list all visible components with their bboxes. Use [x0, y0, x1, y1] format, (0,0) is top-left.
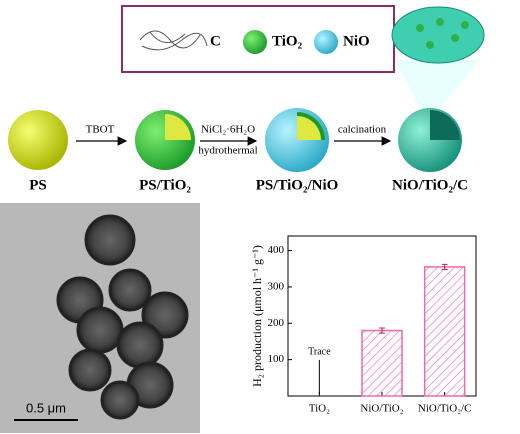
y-axis-label: H₂ production (μmol h⁻¹ g⁻¹) [250, 245, 264, 387]
legend-label: NiO [343, 33, 370, 49]
y-tick-label: 200 [268, 317, 285, 329]
carbon-icon [139, 30, 208, 51]
cut [430, 110, 460, 140]
legend-icon [243, 30, 267, 54]
legend-label: C [210, 33, 221, 49]
x-tick-label: NiO/TiO₂ [360, 403, 403, 415]
stage-label: PS [29, 177, 47, 193]
step-label: TBOT [86, 124, 115, 136]
bar [361, 329, 403, 397]
legend-icon [314, 30, 338, 54]
step-label: calcination [338, 124, 387, 136]
zoom-particles [416, 18, 469, 49]
x-tick-label: NiO/TiO₂/C [418, 403, 472, 415]
stage-label: NiO/TiO₂/C [392, 177, 468, 193]
legend-label: TiO₂ [272, 33, 303, 49]
cut [165, 114, 191, 140]
step-label: hydrothermal [198, 145, 257, 157]
stage-label: PS/TiO₂ [139, 177, 191, 193]
stage-label: PS/TiO₂/NiO [256, 177, 339, 193]
cut [297, 116, 321, 140]
scale-label: 0.5 μm [26, 400, 66, 415]
x-tick-label: TiO₂ [309, 403, 330, 415]
bar [423, 266, 466, 397]
annotation: Trace [308, 346, 331, 357]
y-tick-label: 300 [268, 280, 285, 292]
y-tick-label: 400 [268, 244, 285, 256]
tem-particles [56, 214, 189, 420]
error-bar [379, 327, 385, 334]
zoom-cone [395, 60, 480, 108]
step-label: NiCl₂·6H₂O [201, 124, 255, 136]
ps-sphere [8, 110, 68, 170]
zoom-shell [391, 6, 485, 64]
bar-chart: 100 200 300 400 H₂ production (μmol h⁻¹ g⁻¹)… [250, 235, 477, 415]
error-bar [441, 263, 448, 270]
y-tick-label: 100 [268, 353, 285, 365]
